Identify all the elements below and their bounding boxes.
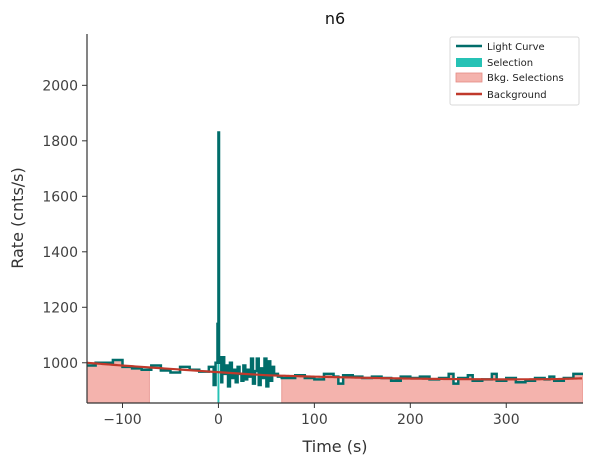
plot-area bbox=[87, 131, 583, 403]
legend: Light Curve Selection Bkg. Selections Ba… bbox=[449, 36, 580, 106]
legend-label: Background bbox=[487, 90, 547, 101]
legend-frame bbox=[449, 36, 580, 106]
chart-title: n6 bbox=[325, 9, 345, 28]
legend-swatch-bkg-selections bbox=[455, 72, 483, 83]
plot-content bbox=[87, 131, 583, 403]
legend-swatch-selection bbox=[456, 58, 482, 67]
legend-label: Light Curve bbox=[487, 42, 545, 53]
x-tick-label: 200 bbox=[397, 412, 424, 428]
legend-label: Selection bbox=[487, 58, 533, 69]
x-tick-label: 300 bbox=[493, 412, 520, 428]
y-tick-label: 1400 bbox=[42, 245, 78, 261]
x-tick-label: 0 bbox=[214, 412, 223, 428]
legend-entry-light-curve: Light Curve bbox=[456, 42, 545, 53]
tick-labels: −100 0 100 200 300 1000 1200 1400 1600 1800 2000 bbox=[42, 78, 519, 428]
legend-label: Bkg. Selections bbox=[487, 73, 564, 84]
legend-entry-background: Background bbox=[456, 90, 547, 101]
y-tick-label: 1600 bbox=[42, 189, 78, 205]
legend-entry-bkg-selections: Bkg. Selections bbox=[455, 72, 564, 84]
x-axis-label: Time (s) bbox=[301, 437, 367, 456]
y-tick-label: 1000 bbox=[42, 356, 78, 372]
y-tick-label: 1800 bbox=[42, 134, 78, 150]
x-tick-label: −100 bbox=[103, 412, 141, 428]
y-tick-label: 2000 bbox=[42, 78, 78, 94]
axes bbox=[82, 34, 583, 408]
y-axis-label: Rate (cnts/s) bbox=[8, 167, 27, 269]
light-curve-line bbox=[87, 131, 583, 388]
legend-entry-selection: Selection bbox=[456, 58, 533, 69]
y-tick-label: 1200 bbox=[42, 300, 78, 316]
background-line bbox=[87, 361, 583, 381]
x-tick-label: 100 bbox=[301, 412, 328, 428]
